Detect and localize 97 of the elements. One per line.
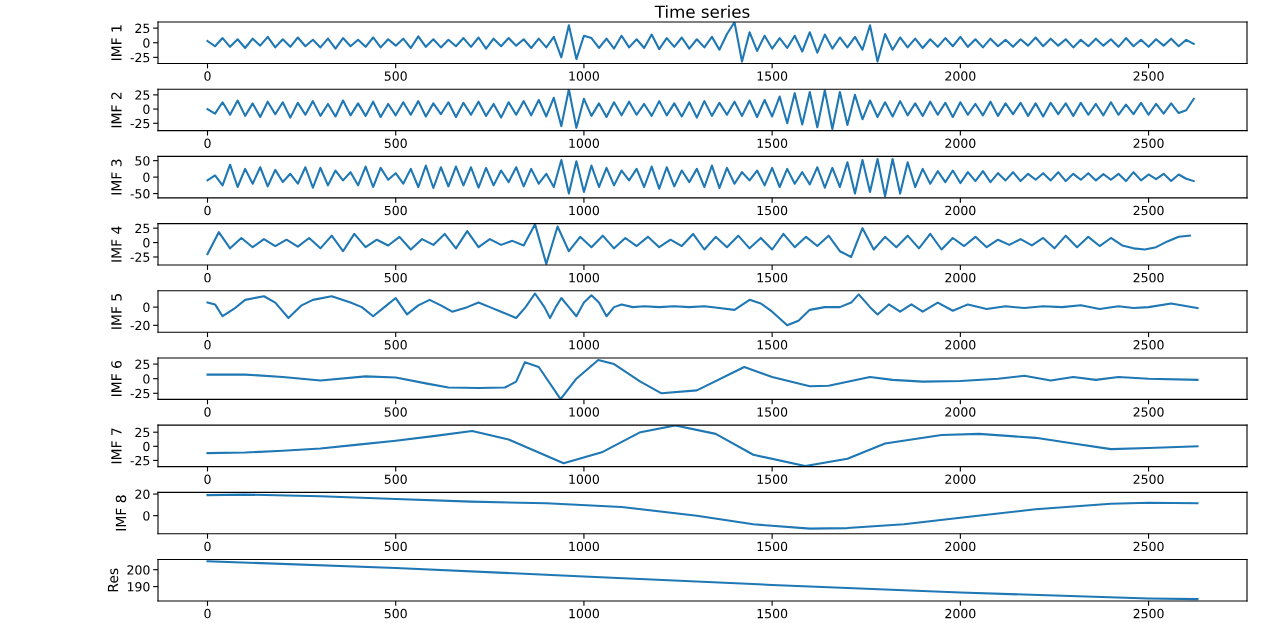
x-tick-label: 500: [384, 138, 407, 148]
line-series: [206, 358, 1199, 400]
x-tick-label: 1500: [757, 71, 788, 81]
x-tick-label: 500: [384, 340, 407, 350]
x-tick-label: 1000: [569, 474, 599, 484]
y-tick-label: -50: [130, 189, 150, 199]
x-tick-label: 1500: [757, 138, 788, 148]
x-tick-label: 0: [204, 541, 211, 552]
x-tick-label: 2000: [945, 138, 976, 148]
x-tick-label: 500: [384, 407, 407, 417]
y-tick-label: 50: [135, 156, 150, 166]
x-tick-label: 2500: [1133, 407, 1164, 417]
x-tick-label: 500: [384, 71, 407, 81]
y-tick-label: -25: [130, 252, 150, 262]
x-tick-label: 0: [204, 272, 211, 283]
y-tick-label: 0: [143, 104, 150, 114]
x-tick-label: 1000: [569, 272, 599, 283]
x-tick-label: 2500: [1133, 541, 1164, 552]
x-tick-label: 500: [384, 272, 407, 283]
y-tick-label: 20: [135, 489, 150, 499]
x-tick-label: 2000: [945, 407, 976, 417]
x-tick-label: 1000: [569, 407, 599, 417]
y-tick-label: -25: [130, 52, 150, 63]
x-tick-label: 1000: [569, 138, 599, 148]
x-tick-label: 0: [204, 71, 211, 81]
y-tick-label: 25: [135, 90, 150, 100]
x-tick-label: 0: [204, 608, 211, 619]
x-tick-label: 1500: [757, 205, 788, 216]
y-tick-label: -20: [130, 320, 150, 331]
x-tick-label: 2000: [945, 71, 976, 81]
line-series: [206, 89, 1195, 130]
x-tick-label: 1500: [757, 608, 788, 619]
x-tick-label: 500: [384, 541, 407, 552]
x-tick-label: 1500: [757, 407, 788, 417]
y-axis-title: IMF 2: [111, 92, 122, 128]
x-tick-label: 2000: [945, 340, 976, 350]
chart-title: Time series: [654, 5, 750, 19]
y-tick-label: 25: [135, 359, 150, 370]
y-axis-title: IMF 6: [111, 360, 122, 396]
y-tick-label: 25: [135, 427, 150, 438]
y-axis-title: IMF 7: [111, 428, 122, 464]
x-tick-label: 500: [384, 474, 407, 484]
y-tick-label: -25: [130, 455, 150, 466]
x-tick-label: 2500: [1133, 474, 1164, 484]
y-tick-label: 0: [143, 302, 150, 313]
y-axis-title: IMF 3: [111, 159, 122, 195]
y-tick-label: -25: [130, 388, 150, 399]
y-axis-title: IMF 8: [115, 495, 127, 531]
x-tick-label: 0: [204, 138, 211, 148]
x-tick-label: 1500: [757, 541, 788, 552]
x-tick-label: 2000: [945, 205, 976, 216]
x-tick-label: 2500: [1133, 608, 1164, 619]
line-series: [206, 223, 1192, 265]
y-tick-label: 0: [143, 238, 150, 248]
x-tick-label: 1500: [757, 340, 788, 350]
line-series: [206, 560, 1199, 601]
x-tick-label: 1500: [757, 474, 788, 484]
x-tick-label: 2000: [945, 541, 976, 552]
x-tick-label: 1000: [569, 340, 599, 350]
x-tick-label: 500: [384, 205, 407, 216]
x-tick-label: 2500: [1133, 71, 1164, 81]
line-series: [206, 292, 1199, 327]
y-axis-title: Res: [107, 568, 119, 592]
y-tick-label: 200: [127, 565, 150, 575]
x-tick-label: 2000: [945, 474, 976, 484]
x-tick-label: 2500: [1133, 272, 1164, 283]
line-series: [206, 425, 1199, 467]
y-tick-label: 25: [135, 23, 150, 34]
y-axis-title: IMF 4: [111, 226, 122, 262]
x-tick-label: 1000: [569, 608, 599, 619]
x-tick-label: 1000: [569, 71, 599, 81]
y-tick-label: 25: [135, 223, 150, 234]
x-tick-label: 0: [204, 205, 211, 216]
x-tick-label: 0: [204, 340, 211, 350]
line-series: [206, 157, 1195, 198]
x-tick-label: 1000: [569, 541, 599, 552]
x-tick-label: 1500: [757, 272, 788, 283]
y-tick-label: 0: [143, 38, 150, 48]
y-tick-label: 0: [143, 172, 150, 183]
x-tick-label: 0: [204, 474, 211, 484]
y-tick-label: 0: [143, 511, 150, 521]
x-tick-label: 500: [384, 608, 407, 619]
y-tick-label: -25: [130, 118, 150, 129]
x-tick-label: 2500: [1133, 138, 1164, 148]
y-tick-label: 0: [143, 374, 150, 384]
y-axis-title: IMF 1: [111, 25, 122, 61]
x-tick-label: 2000: [945, 272, 976, 283]
x-tick-label: 1000: [569, 205, 599, 216]
y-tick-label: 190: [127, 582, 150, 592]
y-tick-label: 0: [143, 441, 150, 452]
line-series: [206, 493, 1199, 530]
line-series: [206, 22, 1195, 63]
x-tick-label: 2500: [1133, 340, 1164, 350]
x-tick-label: 2500: [1133, 205, 1164, 216]
x-tick-label: 0: [204, 407, 211, 417]
y-axis-title: IMF 5: [111, 294, 122, 329]
x-tick-label: 2000: [945, 608, 976, 619]
